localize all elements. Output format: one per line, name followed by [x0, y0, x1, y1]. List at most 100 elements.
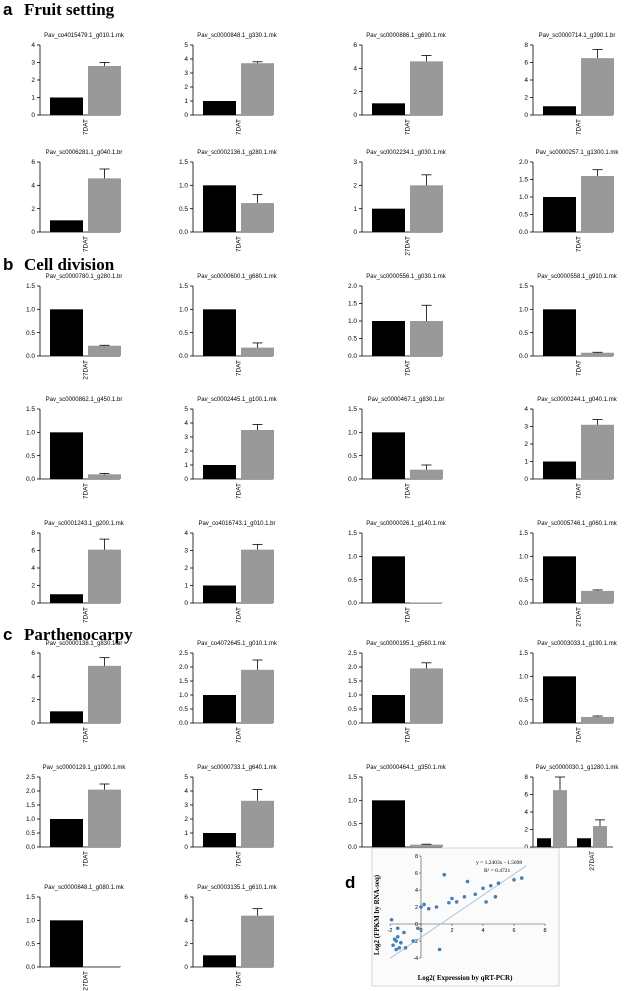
chart-title: Pav_sc0001243.1_g200.1.mk [44, 521, 124, 527]
bar-chart-8: Pav_sc0000780.1_g280.1.br 0.0 0.5 1.0 1.5 27D… [26, 274, 122, 380]
y-tick-label: 1.0 [348, 430, 357, 437]
chart-title: Pav_co4015479.1_g010.1.mk [44, 33, 125, 39]
y-tick-label: 6 [31, 159, 35, 166]
y-tick-label: 1.5 [179, 159, 188, 166]
scatter-x-tick-label: -2 [388, 928, 393, 934]
y-tick-label: 0 [353, 112, 357, 119]
y-tick-label: 1 [353, 206, 357, 213]
bar-gray [88, 549, 121, 603]
bar-black [203, 955, 236, 967]
scatter-point [394, 947, 399, 952]
y-tick-label: 3 [353, 159, 357, 166]
scatter-point [512, 878, 516, 882]
y-tick-label: 0.0 [348, 600, 357, 607]
bar-chart-1: Pav_sc0000848.1_g330.1.mk 0 1 2 3 4 5 7DAT [184, 33, 277, 135]
bar-gray [581, 352, 614, 356]
y-tick-label: 1 [184, 462, 188, 469]
y-tick-label: 0.5 [519, 577, 528, 584]
y-tick-label: 0.0 [348, 476, 357, 483]
y-tick-label: 3 [184, 434, 188, 441]
scatter-x-tick-label: 6 [512, 928, 515, 934]
chart-title: Pav_sc0000886.1_g690.1.mk [366, 33, 446, 39]
y-tick-label: 1.0 [348, 798, 357, 805]
y-tick-label: 2.0 [26, 788, 35, 795]
bar-black [543, 676, 576, 723]
y-tick-label: 1.5 [348, 678, 357, 685]
bar-black [372, 321, 405, 356]
y-tick-label: 0 [184, 964, 188, 971]
y-tick-label: 0 [184, 476, 188, 483]
bar-chart-29: Pav_sc0003135.1_g610.1.mk 0 2 4 6 7DAT [184, 885, 277, 987]
scatter-point [411, 939, 416, 943]
chart-title: Pav_sc0000195.1_g560.1.mk [366, 641, 446, 647]
chart-title: Pav_sc0000467.1_g830.1.br [368, 397, 445, 403]
bar-black [203, 185, 236, 232]
y-tick-label: 4 [184, 918, 188, 925]
bar-chart-5: Pav_sc0002136.1_g280.1.mk 0.0 0.5 1.0 1.5 7DA… [179, 150, 278, 252]
scatter-point [395, 926, 400, 931]
bar-chart-17: Pav_co4016743.1_g010.1.br 0 1 2 3 4 7DAT [184, 521, 275, 623]
section-d-letter: d [345, 873, 355, 892]
bar-black [372, 556, 405, 603]
bar-black [372, 695, 405, 723]
y-tick-label: 8 [524, 774, 528, 781]
y-tick-label: 4 [524, 809, 528, 816]
y-tick-label: 6 [524, 60, 528, 67]
chart-title: Pav_sc0000257.1_g1300.1.mk [536, 150, 620, 156]
scatter-point [481, 886, 485, 891]
scatter-point [462, 895, 467, 899]
chart-title: Pav_sc0000558.1_g910.1.mk [537, 274, 617, 280]
y-tick-label: 1.0 [179, 183, 188, 190]
bar-chart-23: Pav_sc0003033.1_g190.1.mk 0.0 0.5 1.0 1.5 7DA… [519, 641, 618, 743]
bar-black [50, 711, 83, 723]
x-tick-label: 7DAT [83, 851, 90, 867]
bar-gray [88, 665, 121, 723]
chart-title: Pav_sc0006281.1_g040.1.br [46, 150, 123, 156]
bar-black [203, 101, 236, 115]
y-tick-label: 0.5 [519, 697, 528, 704]
bar-black [537, 838, 551, 847]
y-tick-label: 1.5 [179, 678, 188, 685]
x-tick-label: 7DAT [576, 483, 583, 499]
bar-black [577, 838, 591, 847]
bar-gray [593, 826, 607, 847]
y-tick-label: 1.5 [519, 283, 528, 290]
bar-black [543, 197, 576, 232]
scatter-x-tick-label: 8 [543, 928, 546, 934]
bar-black [543, 309, 576, 356]
y-tick-label: 1.5 [26, 406, 35, 413]
y-tick-label: 2 [184, 84, 188, 91]
bar-chart-24: Pav_sc0000129.1_g1090.1.mk 0.0 0.5 1.0 1.5 2.… [26, 765, 126, 867]
y-tick-label: 1.0 [348, 692, 357, 699]
x-tick-label: 27DAT [83, 971, 90, 991]
y-tick-label: 2.0 [519, 159, 528, 166]
bar-chart-0: Pav_co4015479.1_g010.1.mk 0 1 2 3 4 7DAT [31, 33, 124, 135]
y-tick-label: 0.5 [26, 941, 35, 948]
scatter-x-tick-label: 4 [481, 928, 484, 934]
chart-title: Pav_sc0000138.1_g830.1.br [46, 641, 123, 647]
scatter-point [403, 946, 408, 950]
chart-title: Pav_sc0000848.1_g080.1.mk [44, 885, 124, 891]
x-tick-label: 7DAT [83, 607, 90, 623]
chart-title: Pav_sc0000733.1_g640.1.mk [197, 765, 277, 771]
scatter-point [442, 872, 447, 877]
bar-chart-18: Pav_sc0000026.1_g140.1.mk 0.0 0.5 1.0 1.5 7DA… [348, 521, 447, 623]
y-tick-label: 2 [31, 206, 35, 213]
y-tick-label: 1.0 [179, 307, 188, 314]
x-tick-label: 7DAT [83, 236, 90, 252]
x-tick-label: 7DAT [236, 483, 243, 499]
bar-chart-11: Pav_sc0000558.1_g910.1.mk 0.0 0.5 1.0 1.5 7DA… [519, 274, 618, 376]
scatter-x-tick-label: 2 [450, 928, 453, 934]
y-tick-label: 1.5 [26, 283, 35, 290]
bar-chart-21: Pav_co4072645.1_g010.1.mk 0.0 0.5 1.0 1.5 2.0… [179, 641, 278, 743]
x-tick-label: 7DAT [576, 119, 583, 135]
x-tick-label: 7DAT [236, 236, 243, 252]
y-tick-label: 3 [31, 60, 35, 67]
x-tick-label: 7DAT [83, 483, 90, 499]
y-tick-label: 3 [524, 424, 528, 431]
bar-gray [88, 474, 121, 479]
scatter-point [488, 883, 493, 888]
y-tick-label: 0 [31, 112, 35, 119]
scatter-point [395, 934, 400, 939]
y-tick-label: 0.0 [179, 720, 188, 727]
